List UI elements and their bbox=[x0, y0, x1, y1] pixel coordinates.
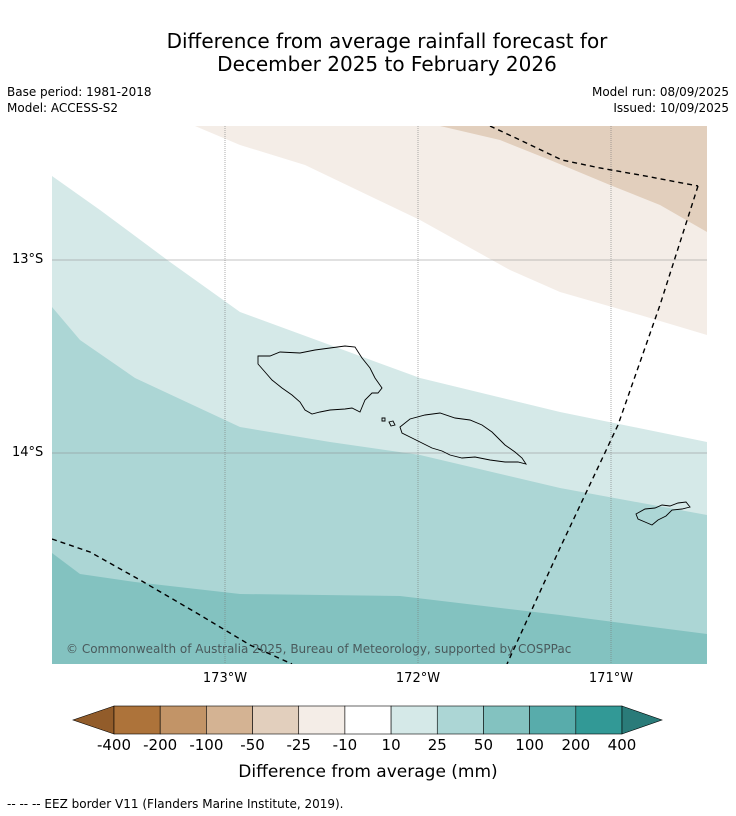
colorbar-tick-label: 200 bbox=[561, 736, 591, 754]
eez-border-east bbox=[506, 185, 699, 664]
model-text: Model: ACCESS-S2 bbox=[7, 101, 119, 115]
manono-island bbox=[388, 420, 396, 427]
eez-borders bbox=[52, 126, 699, 664]
colorbar-label: Difference from average (mm) bbox=[238, 762, 498, 782]
colorbar-extend-low bbox=[72, 705, 115, 735]
zone-dry-25 bbox=[440, 126, 707, 232]
colorbar-bin bbox=[436, 705, 484, 735]
title-line-1: Difference from average rainfall forecas… bbox=[166, 29, 608, 53]
savaii-island bbox=[257, 345, 383, 415]
colorbar-tick-label: -50 bbox=[240, 736, 265, 754]
eez-legend-note: -- -- -- EEZ border V11 (Flanders Marine… bbox=[7, 797, 344, 811]
colorbar-bin bbox=[113, 705, 161, 735]
meta-left: Base period: 1981-2018 Model: ACCESS-S2 bbox=[7, 84, 152, 116]
lon-label-173w: 173°W bbox=[202, 671, 248, 686]
colorbar-bin bbox=[483, 705, 530, 735]
colorbar-tick-label: -100 bbox=[189, 736, 224, 754]
colorbar-extend-high bbox=[621, 705, 663, 735]
rainfall-map bbox=[52, 126, 707, 664]
colorbar-tick-label: -10 bbox=[332, 736, 358, 754]
copyright-notice: © Commonwealth of Australia 2025, Bureau… bbox=[66, 642, 572, 656]
colorbar-bin bbox=[298, 705, 346, 735]
lon-label-171w: 171°W bbox=[588, 671, 634, 686]
lon-label-172w: 172°W bbox=[395, 671, 441, 686]
colorbar-tick-label: -200 bbox=[143, 736, 178, 754]
zone-wet-50 bbox=[52, 553, 707, 664]
colorbar-bins bbox=[113, 705, 623, 735]
colorbar-tick-label: 25 bbox=[427, 736, 447, 754]
colorbar-bin bbox=[344, 705, 392, 735]
model-run-text: Model run: 08/09/2025 bbox=[591, 85, 729, 99]
islands bbox=[257, 345, 691, 526]
lat-gridlines bbox=[52, 259, 707, 454]
colorbar-bin bbox=[390, 705, 438, 735]
colorbar-bin bbox=[252, 705, 300, 735]
colorbar-tick-label: 400 bbox=[607, 736, 637, 754]
tutuila-island bbox=[635, 501, 691, 526]
lat-label-14s: 14°S bbox=[12, 445, 44, 460]
lat-label-13s: 13°S bbox=[12, 252, 44, 267]
base-period-text: Base period: 1981-2018 bbox=[7, 85, 152, 99]
colorbar-bin bbox=[159, 705, 207, 735]
meta-right: Model run: 08/09/2025 Issued: 10/09/2025 bbox=[592, 84, 729, 116]
upolu-island bbox=[399, 412, 528, 465]
colorbar-tick-label: 50 bbox=[473, 736, 493, 754]
colorbar bbox=[72, 705, 663, 735]
colorbar-tick-label: 10 bbox=[381, 736, 401, 754]
eez-border-north bbox=[489, 126, 699, 187]
issued-text: Issued: 10/09/2025 bbox=[613, 101, 729, 115]
colorbar-bin bbox=[575, 705, 623, 735]
apolima-island bbox=[381, 417, 386, 422]
colorbar-bin bbox=[529, 705, 577, 735]
lon-gridlines bbox=[224, 126, 612, 664]
colorbar-bin bbox=[206, 705, 253, 735]
colorbar-tick-label: -400 bbox=[96, 736, 132, 754]
title-line-2: December 2025 to February 2026 bbox=[217, 52, 557, 76]
zone-wet-25 bbox=[52, 307, 707, 664]
chart-title: Difference from average rainfall forecas… bbox=[0, 30, 736, 76]
colorbar-tick-label: 100 bbox=[515, 736, 544, 754]
colorbar-tick-label: -25 bbox=[286, 736, 311, 754]
zone-dry-10 bbox=[195, 126, 707, 335]
